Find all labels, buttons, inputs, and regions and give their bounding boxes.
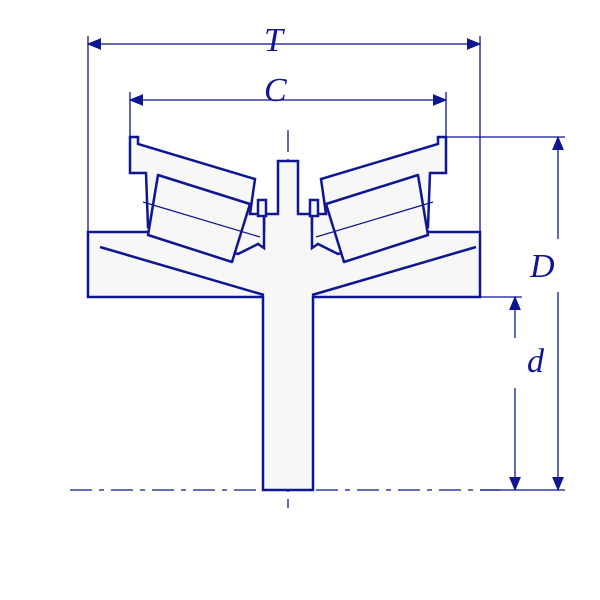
diagram-canvas: T C D d	[0, 0, 600, 600]
label-d: d	[527, 345, 544, 379]
bearing-cross-section-svg	[0, 0, 600, 600]
label-C: C	[264, 74, 287, 108]
dimension-d	[480, 297, 522, 490]
label-T: T	[264, 24, 283, 58]
label-D: D	[530, 250, 555, 284]
dimension-D	[446, 137, 565, 490]
